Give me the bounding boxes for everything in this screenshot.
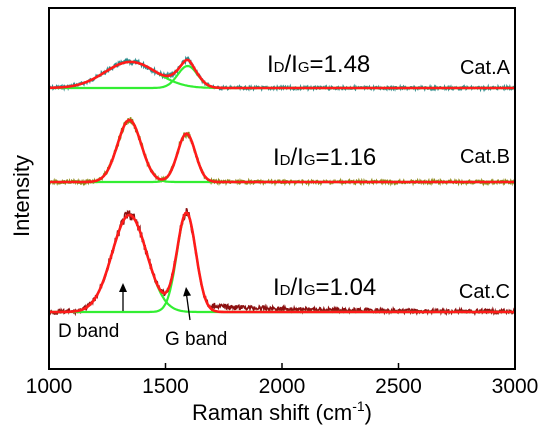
y-axis-title: Intensity (9, 155, 34, 237)
annotations-layer: ID/IG=1.48 Cat.A ID/IG=1.16 Cat.B ID/IG=1.04… (58, 51, 511, 350)
annotation-arrowhead-1 (119, 283, 127, 292)
series-label-1: Cat.A (460, 57, 511, 79)
annotation-g-band: G band (165, 329, 227, 350)
series-label-3: Cat.C (459, 281, 510, 303)
x-tick-label-1500: 1500 (142, 375, 189, 398)
fit-curve-3 (49, 211, 515, 314)
x-tick-label-2000: 2000 (259, 375, 306, 398)
series-label-2: Cat.B (460, 146, 510, 168)
x-tick-label-3000: 3000 (492, 375, 539, 398)
fit-curve-2 (49, 118, 515, 184)
fit-curve-1 (49, 58, 515, 90)
x-tick-label-1000: 1000 (26, 375, 73, 398)
ratio-label-1: ID/IG=1.48 (267, 51, 370, 78)
annotation-d-band: D band (58, 321, 119, 342)
raw-spectrum-cat-b (48, 117, 516, 187)
x-tick-label-2500: 2500 (375, 375, 422, 398)
curves-layer (48, 55, 516, 317)
x-axis-title: Raman shift (cm-1) (192, 398, 372, 425)
x-axis-ticks: 1000 1500 2000 2500 3000 (26, 363, 539, 398)
ratio-label-3: ID/IG=1.04 (273, 274, 376, 301)
annotation-arrowhead-2 (183, 287, 192, 297)
d-band-component-2 (49, 118, 515, 184)
ratio-label-2: ID/IG=1.16 (273, 144, 376, 171)
